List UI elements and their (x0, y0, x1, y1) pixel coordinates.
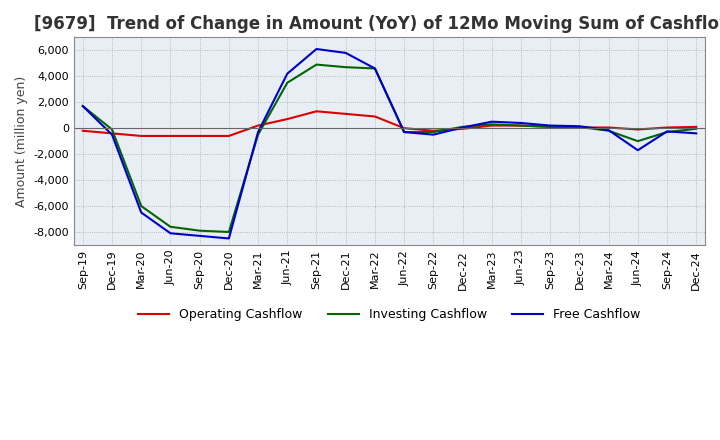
Free Cashflow (166, 231, 175, 236)
Operating Cashflow (517, 123, 526, 128)
Operating Cashflow (108, 131, 117, 136)
Legend: Operating Cashflow, Investing Cashflow, Free Cashflow: Operating Cashflow, Investing Cashflow, … (133, 303, 646, 326)
Y-axis label: Amount (million yen): Amount (million yen) (15, 76, 28, 207)
Investing Cashflow (458, 124, 467, 129)
Investing Cashflow (517, 123, 526, 128)
Operating Cashflow (253, 123, 262, 128)
Investing Cashflow (253, 132, 262, 137)
Operating Cashflow (283, 117, 292, 122)
Investing Cashflow (575, 124, 584, 129)
Operating Cashflow (458, 126, 467, 132)
Operating Cashflow (137, 133, 145, 139)
Free Cashflow (225, 236, 233, 241)
Free Cashflow (662, 129, 671, 134)
Investing Cashflow (546, 124, 554, 129)
Title: [9679]  Trend of Change in Amount (YoY) of 12Mo Moving Sum of Cashflows: [9679] Trend of Change in Amount (YoY) o… (35, 15, 720, 33)
Line: Operating Cashflow: Operating Cashflow (83, 111, 696, 136)
Free Cashflow (604, 128, 613, 133)
Investing Cashflow (662, 129, 671, 135)
Free Cashflow (78, 103, 87, 109)
Investing Cashflow (400, 129, 408, 135)
Investing Cashflow (604, 128, 613, 133)
Operating Cashflow (225, 133, 233, 139)
Investing Cashflow (371, 66, 379, 71)
Free Cashflow (692, 131, 701, 136)
Operating Cashflow (341, 111, 350, 117)
Free Cashflow (371, 66, 379, 71)
Operating Cashflow (429, 128, 438, 133)
Investing Cashflow (429, 129, 438, 135)
Investing Cashflow (108, 127, 117, 132)
Investing Cashflow (283, 80, 292, 85)
Free Cashflow (634, 147, 642, 153)
Free Cashflow (546, 123, 554, 128)
Free Cashflow (137, 210, 145, 215)
Operating Cashflow (662, 125, 671, 130)
Investing Cashflow (195, 228, 204, 233)
Free Cashflow (429, 132, 438, 137)
Operating Cashflow (634, 127, 642, 132)
Operating Cashflow (166, 133, 175, 139)
Free Cashflow (400, 129, 408, 135)
Line: Free Cashflow: Free Cashflow (83, 49, 696, 238)
Investing Cashflow (166, 224, 175, 229)
Free Cashflow (458, 125, 467, 130)
Operating Cashflow (312, 109, 321, 114)
Operating Cashflow (604, 125, 613, 130)
Investing Cashflow (692, 126, 701, 132)
Free Cashflow (517, 120, 526, 125)
Investing Cashflow (78, 103, 87, 109)
Operating Cashflow (692, 124, 701, 129)
Operating Cashflow (546, 124, 554, 129)
Investing Cashflow (634, 139, 642, 144)
Investing Cashflow (312, 62, 321, 67)
Operating Cashflow (78, 128, 87, 133)
Investing Cashflow (487, 121, 496, 127)
Free Cashflow (341, 50, 350, 55)
Operating Cashflow (487, 123, 496, 128)
Operating Cashflow (371, 114, 379, 119)
Free Cashflow (253, 129, 262, 135)
Free Cashflow (195, 233, 204, 238)
Free Cashflow (283, 71, 292, 76)
Investing Cashflow (225, 229, 233, 235)
Operating Cashflow (400, 125, 408, 131)
Investing Cashflow (341, 65, 350, 70)
Operating Cashflow (195, 133, 204, 139)
Investing Cashflow (137, 203, 145, 209)
Line: Investing Cashflow: Investing Cashflow (83, 65, 696, 232)
Free Cashflow (575, 124, 584, 129)
Free Cashflow (312, 46, 321, 51)
Free Cashflow (108, 132, 117, 137)
Operating Cashflow (575, 125, 584, 130)
Free Cashflow (487, 119, 496, 125)
